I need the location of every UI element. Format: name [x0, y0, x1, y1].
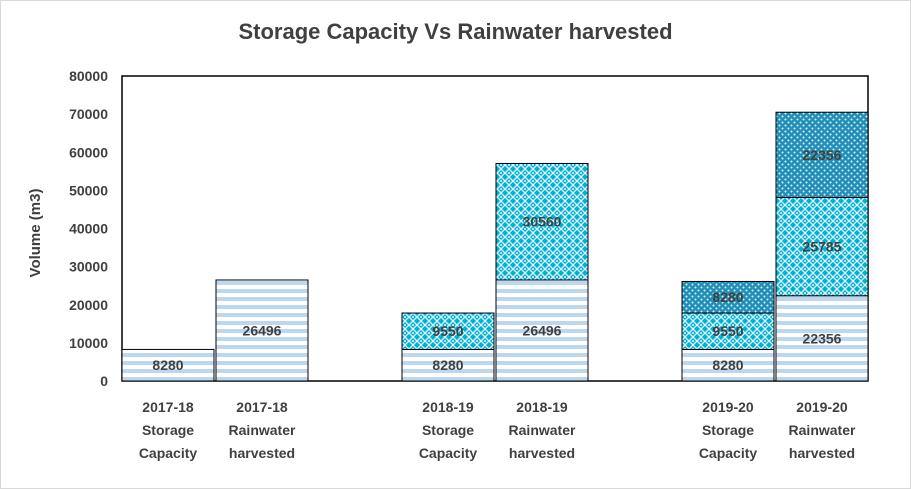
- x-category-label: 2019-20 Rainwater harvested: [789, 399, 856, 461]
- x-category-label: 2017-18 Storage Capacity: [139, 399, 198, 461]
- bar-segment: [775, 196, 869, 297]
- x-category-label-line: Rainwater: [229, 422, 296, 438]
- x-category-label-line: Capacity: [699, 445, 758, 461]
- bar-segment: [681, 312, 775, 350]
- data-label: 8280: [712, 289, 743, 305]
- x-category-label-line: Storage: [422, 422, 474, 438]
- x-category-label-line: harvested: [509, 445, 575, 461]
- x-category-label-line: Capacity: [139, 445, 198, 461]
- x-category-label-line: Rainwater: [509, 422, 576, 438]
- bar-segment: [121, 348, 215, 382]
- data-label: 22356: [803, 147, 842, 163]
- bar-segment: [775, 111, 869, 198]
- x-category-label-line: 2018-19: [422, 399, 474, 415]
- bar-segment: [495, 279, 589, 382]
- x-category-label-line: Rainwater: [789, 422, 856, 438]
- bar-segment: [681, 280, 775, 314]
- y-tick-label: 0: [100, 373, 108, 389]
- y-tick-label: 50000: [69, 182, 108, 198]
- x-category-label: 2019-20 Storage Capacity: [699, 399, 758, 461]
- bar-segment: [401, 312, 495, 350]
- x-category-label-line: Storage: [142, 422, 194, 438]
- y-tick-label: 30000: [69, 259, 108, 275]
- data-label: 22356: [803, 330, 842, 346]
- y-tick-label: 20000: [69, 297, 108, 313]
- x-category-label-line: Capacity: [419, 445, 478, 461]
- x-category-label-line: 2017-18: [236, 399, 288, 415]
- x-category-label-line: 2019-20: [796, 399, 848, 415]
- x-category-label: 2018-19 Storage Capacity: [419, 399, 478, 461]
- data-label: 8280: [432, 357, 463, 373]
- y-tick-label: 10000: [69, 335, 108, 351]
- data-label: 26496: [523, 322, 562, 338]
- bar-segment: [681, 348, 775, 382]
- x-category-label-line: harvested: [789, 445, 855, 461]
- data-label: 25785: [803, 239, 842, 255]
- bar-segment: [215, 279, 309, 382]
- y-tick-label: 60000: [69, 144, 108, 160]
- chart-title: Storage Capacity Vs Rainwater harvested: [238, 19, 673, 44]
- y-tick-label: 80000: [69, 68, 108, 84]
- y-tick-label: 40000: [69, 221, 108, 237]
- x-category-label-line: 2017-18: [142, 399, 194, 415]
- bar-segment: [775, 295, 869, 382]
- x-category-label-line: 2018-19: [516, 399, 568, 415]
- x-category-label-line: 2019-20: [702, 399, 754, 415]
- x-category-label-line: harvested: [229, 445, 295, 461]
- data-label: 8280: [152, 357, 183, 373]
- data-label: 26496: [243, 322, 282, 338]
- y-axis-label: Volume (m3): [27, 189, 44, 278]
- data-label: 8280: [712, 357, 743, 373]
- x-category-label-line: Storage: [702, 422, 754, 438]
- data-label: 9550: [432, 323, 463, 339]
- x-category-label: 2017-18 Rainwater harvested: [229, 399, 296, 461]
- x-category-label: 2018-19 Rainwater harvested: [509, 399, 576, 461]
- y-tick-label: 70000: [69, 106, 108, 122]
- bar-segment: [495, 162, 589, 281]
- data-label: 9550: [712, 323, 743, 339]
- data-label: 30560: [523, 214, 562, 230]
- bar-segment: [401, 348, 495, 382]
